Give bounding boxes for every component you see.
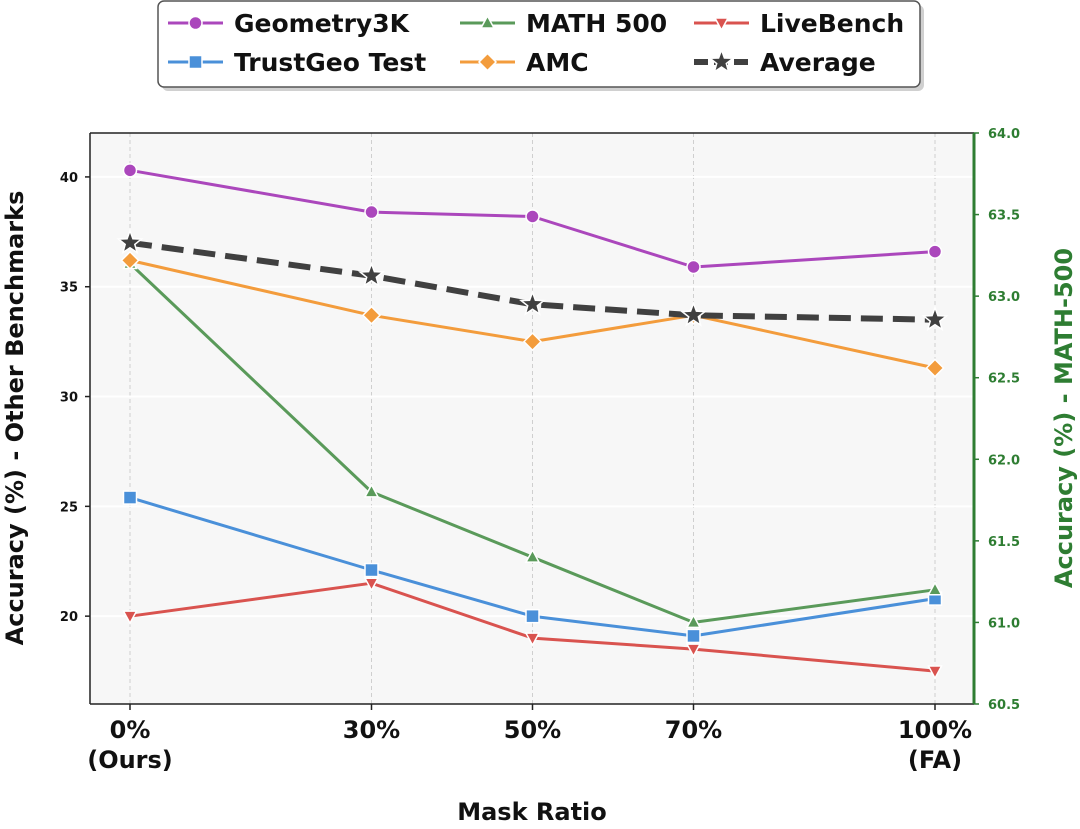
data-point-livebench: [363, 577, 380, 592]
y-axis-right-title: Accuracy (%) - MATH-500: [1050, 248, 1078, 588]
y-left-tick-label: 40: [60, 171, 78, 186]
legend-label-average: Average: [760, 48, 876, 77]
legend-marker-livebench: [713, 17, 730, 32]
y-left-tick-label: 35: [60, 281, 78, 296]
data-point-geometry3k: [686, 259, 701, 275]
legend: Geometry3K TrustGeo Test MATH 500 AMC LiveBe…: [168, 9, 904, 77]
legend-marker-geometry3k: [188, 15, 203, 31]
data-point-math-500: [524, 548, 541, 563]
plot-area: [90, 133, 974, 704]
legend-label-amc: AMC: [526, 48, 589, 77]
data-point-math-500: [363, 483, 380, 498]
data-point-amc: [925, 358, 945, 378]
y-left-tick-label: 20: [60, 610, 78, 625]
data-point-average: [921, 305, 949, 332]
data-point-livebench: [927, 665, 943, 680]
data-point-average: [358, 261, 385, 288]
y-right-tick-label: 63.0: [988, 290, 1020, 305]
data-point-average: [519, 290, 546, 316]
y-right-tick-label: 61.0: [988, 616, 1020, 631]
y-right-tick-label: 62.0: [988, 453, 1020, 468]
y-right-tick-label: 63.5: [988, 209, 1020, 224]
x-tick-sublabel: (FA): [908, 746, 962, 774]
legend-label-math-500: MATH 500: [526, 9, 667, 38]
data-point-trustgeo-test: [686, 628, 701, 644]
data-point-geometry3k: [122, 163, 138, 178]
data-point-average: [680, 301, 707, 327]
data-point-math-500: [927, 581, 943, 596]
x-tick-label: 50%: [504, 716, 561, 744]
y-right-tick-label: 61.5: [988, 535, 1020, 550]
legend-marker-average: [708, 47, 735, 74]
legend-marker-math-500: [479, 14, 496, 29]
data-point-geometry3k: [525, 209, 540, 224]
data-point-livebench: [685, 643, 702, 658]
data-point-amc: [522, 332, 543, 352]
data-point-livebench: [524, 632, 541, 647]
legend-label-trustgeo-test: TrustGeo Test: [234, 48, 426, 77]
data-point-amc: [361, 305, 382, 325]
data-point-trustgeo-test: [525, 608, 540, 624]
data-point-average: [116, 228, 144, 255]
y-left-tick-label: 25: [60, 500, 78, 515]
y-right-tick-label: 62.5: [988, 372, 1020, 387]
y-right-tick-label: 64.0: [988, 127, 1020, 142]
x-tick-label: 0%: [110, 716, 151, 744]
series-line-average: [129, 239, 936, 323]
data-point-amc: [120, 250, 140, 270]
y-left-tick-label: 30: [60, 391, 78, 406]
legend-marker-trustgeo-test: [188, 54, 203, 70]
series-layer: [116, 163, 949, 680]
y-axis-left-title: Accuracy (%) - Other Benchmarks: [1, 191, 29, 646]
legend-marker-amc: [477, 52, 498, 72]
legend-label-geometry3k: Geometry3K: [234, 9, 411, 38]
x-tick-label: 100%: [898, 716, 972, 744]
x-axis-title: Mask Ratio: [457, 798, 607, 826]
y-right-tick-label: 60.5: [988, 698, 1020, 713]
data-point-trustgeo-test: [122, 490, 138, 505]
data-point-geometry3k: [364, 204, 379, 220]
x-tick-label: 30%: [343, 716, 400, 744]
data-point-trustgeo-test: [364, 562, 379, 578]
x-tick-label: 70%: [665, 716, 722, 744]
data-point-livebench: [122, 610, 138, 625]
data-point-math-500: [685, 613, 702, 629]
ticks: 20 25 30 35 40 60.5 61.0 61.5 62.0 62.5 63.0 63.5 64…: [60, 127, 1020, 774]
legend-label-livebench: LiveBench: [760, 9, 904, 38]
x-tick-sublabel: (Ours): [87, 746, 173, 774]
data-point-geometry3k: [927, 244, 943, 259]
